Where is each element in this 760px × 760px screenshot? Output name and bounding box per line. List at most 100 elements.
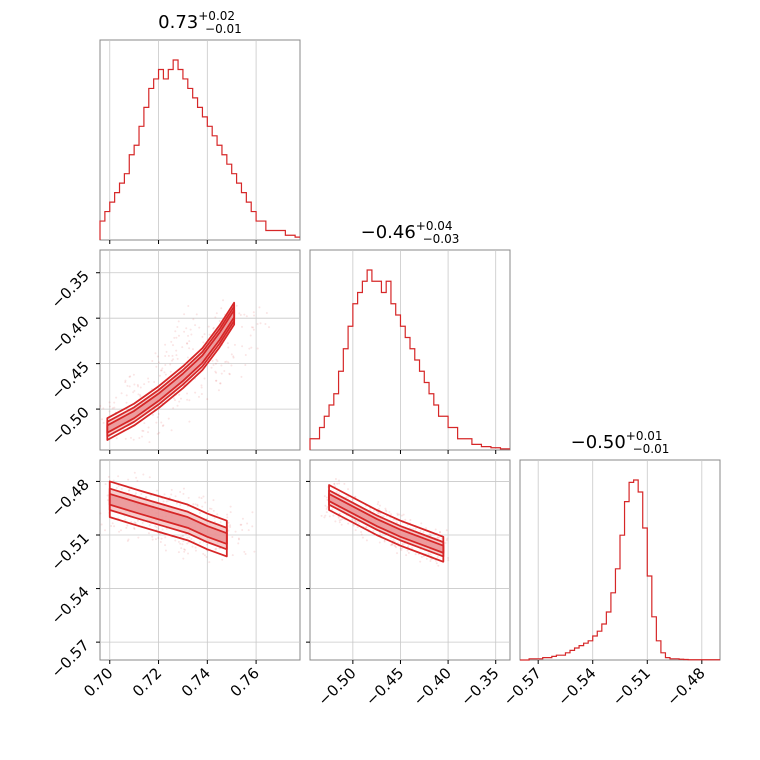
scatter-point (396, 513, 399, 516)
scatter-point (126, 524, 129, 527)
scatter-point (149, 494, 152, 497)
scatter-point (158, 532, 161, 535)
scatter-point (252, 311, 255, 314)
scatter-point (341, 518, 344, 521)
scatter-point (364, 526, 367, 529)
tick-label-x: −0.54 (554, 664, 599, 709)
scatter-point (177, 540, 180, 543)
scatter-point (198, 541, 201, 544)
scatter-point (436, 537, 439, 540)
tick-label-y: −0.40 (48, 312, 93, 357)
panel-title: −0.50+0.01 −0.01 (571, 429, 670, 456)
tick-label-x: −0.35 (457, 664, 502, 709)
scatter-point (158, 431, 161, 434)
scatter-point (151, 413, 154, 416)
scatter-point (219, 382, 222, 385)
scatter-point (133, 526, 136, 529)
scatter-point (241, 517, 244, 520)
scatter-point (333, 482, 336, 485)
scatter-point (155, 365, 158, 368)
tick-label-x: 0.74 (178, 664, 214, 700)
tick-label-x: 0.76 (227, 664, 263, 700)
scatter-point (180, 547, 183, 550)
contour-level (106, 309, 236, 434)
scatter-point (354, 495, 357, 498)
scatter-point (198, 511, 201, 514)
histogram-step (99, 59, 300, 240)
scatter-point (192, 503, 195, 506)
scatter-point (136, 479, 139, 482)
scatter-point (256, 347, 259, 350)
scatter-point (157, 527, 160, 530)
scatter-point (124, 379, 127, 382)
scatter-point (117, 485, 120, 488)
scatter-point (102, 407, 105, 410)
scatter-point (358, 522, 361, 525)
scatter-point (126, 539, 129, 542)
scatter-point (229, 524, 232, 527)
panel-frame (519, 459, 721, 661)
scatter-point (240, 523, 243, 526)
scatter-point (249, 334, 252, 337)
scatter-point (127, 538, 130, 541)
scatter-point (194, 546, 197, 549)
scatter-point (164, 544, 167, 547)
scatter-point (395, 521, 398, 524)
scatter-point (188, 340, 191, 343)
scatter-point (419, 529, 422, 532)
scatter-point (175, 336, 178, 339)
scatter-point (192, 540, 195, 543)
scatter-point (250, 346, 253, 349)
scatter-point (187, 334, 190, 337)
scatter-point (154, 525, 157, 528)
scatter-point (129, 375, 132, 378)
scatter-point (148, 441, 151, 444)
scatter-point (136, 519, 139, 522)
scatter-point (219, 521, 222, 524)
scatter-point (174, 330, 177, 333)
scatter-point (155, 526, 158, 529)
scatter-point (143, 383, 146, 386)
scatter-point (182, 540, 185, 543)
scatter-point (213, 516, 216, 519)
scatter-point (186, 342, 189, 345)
tick-label-x: −0.40 (410, 664, 455, 709)
scatter-point (214, 548, 217, 551)
scatter-point (365, 526, 368, 529)
scatter-point (181, 543, 184, 546)
scatter-point (164, 536, 167, 539)
scatter-point (141, 429, 144, 432)
scatter-point (127, 489, 130, 492)
scatter-point (216, 360, 219, 363)
scatter-point (407, 551, 410, 554)
scatter-point (187, 305, 190, 308)
scatter-point (354, 519, 357, 522)
scatter-point (328, 515, 331, 518)
scatter-point (165, 350, 168, 353)
scatter-point (437, 564, 440, 567)
scatter-point (147, 431, 150, 434)
scatter-point (360, 533, 363, 536)
scatter-point (183, 330, 186, 333)
contour-level (108, 493, 228, 545)
scatter-point (334, 477, 337, 480)
tick-label-y: −0.51 (48, 529, 93, 574)
scatter-point (188, 536, 191, 539)
scatter-point (229, 505, 232, 508)
scatter-point (167, 499, 170, 502)
panel-frame (99, 39, 301, 241)
scatter-point (332, 514, 335, 517)
scatter-point (326, 498, 329, 501)
scatter-point (179, 491, 182, 494)
tick-label-x: −0.50 (314, 664, 359, 709)
scatter-point (231, 554, 234, 557)
scatter-point (208, 333, 211, 336)
scatter-point (182, 487, 185, 490)
scatter-point (151, 535, 154, 538)
scatter-point (372, 529, 375, 532)
scatter-point (226, 513, 229, 516)
scatter-point (238, 538, 241, 541)
contour-panel-row2-col1: −0.35−0.40−0.45−0.50 (48, 249, 301, 454)
scatter-point (177, 551, 180, 554)
scatter-point (147, 426, 150, 429)
